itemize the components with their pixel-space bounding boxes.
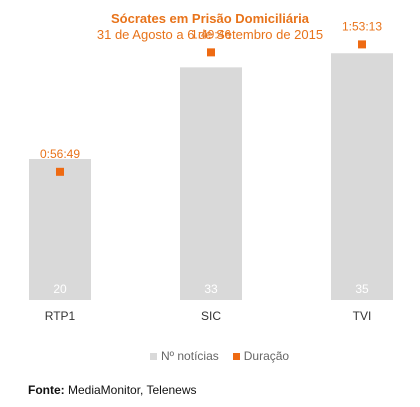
legend-label-noticias: Nº notícias [161,349,219,363]
legend-item-duracao: Duração [232,349,290,363]
bar-value-label: 20 [53,282,67,296]
duration-marker [207,48,215,57]
duration-label: 1:49:46 [191,27,231,41]
bar-rtp1 [29,159,91,300]
x-tick-label: SIC [201,309,221,323]
bar-value-label: 35 [355,282,369,296]
legend-swatch-noticias [150,352,157,360]
duration-label: 0:56:49 [40,147,80,161]
source-footer: Fonte: MediaMonitor, Telenews [28,383,197,397]
source-text: MediaMonitor, Telenews [68,383,197,397]
duration-marker [358,40,366,49]
source-label: Fonte: [28,383,65,397]
legend: Nº notícias Duração [150,349,289,363]
bar-sic [180,67,242,300]
bar-value-label: 33 [204,282,218,296]
chart-title: Sócrates em Prisão Domiciliária [111,11,309,26]
legend-item-noticias: Nº notícias [150,349,219,363]
chart-subtitle: 31 de Agosto a 6 de Setembro de 2015 [96,27,324,42]
x-tick-label: RTP1 [45,309,76,323]
legend-label-duracao: Duração [243,349,290,363]
bar-tvi [331,53,393,300]
x-tick-label: TVI [353,309,372,323]
bar-chart: 20 0:56:49 RTP1 33 1:49:46 SIC 35 1:53:13 TVI [29,19,393,323]
duration-marker [56,167,64,176]
duration-label: 1:53:13 [342,19,382,33]
legend-swatch-duracao [232,352,240,360]
